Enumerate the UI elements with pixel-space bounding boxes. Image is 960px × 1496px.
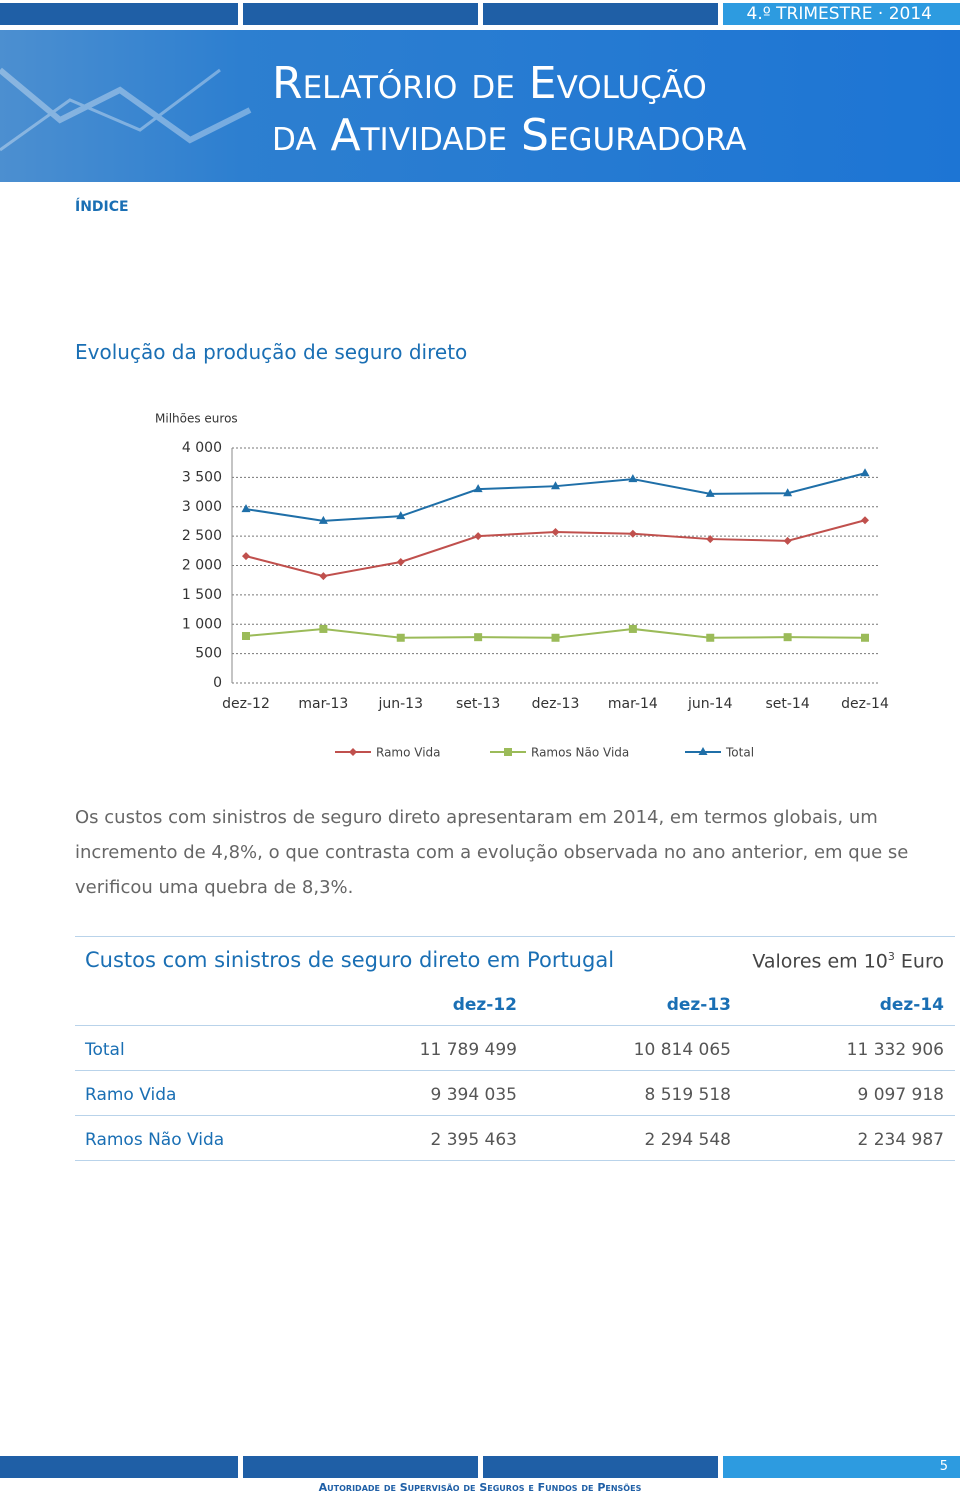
section-title: Evolução da produção de seguro direto (75, 340, 468, 364)
y-tick-label: 500 (195, 646, 222, 662)
point (783, 633, 792, 642)
cell-value: 8 519 518 (644, 1085, 731, 1105)
footer-org: Autoridade de Supervisão de Seguros e Fu… (318, 1481, 642, 1494)
period: 4.º TRIMESTRE · 2014 (723, 3, 960, 25)
point (706, 535, 715, 544)
cell-value: 9 097 918 (857, 1085, 944, 1105)
point (474, 532, 483, 541)
point (319, 572, 328, 581)
cell-value: 2 395 463 (430, 1130, 517, 1150)
point (474, 633, 483, 642)
x-tick-label: dez-14 (841, 696, 889, 712)
header-tab (0, 3, 238, 25)
footer-tab (0, 1456, 238, 1478)
x-tick-label: jun-14 (687, 696, 733, 712)
point (242, 552, 250, 561)
title-line: da Atividade Seguradora (272, 110, 747, 161)
banner: Relatório de Evolução da Atividade Segura… (0, 30, 960, 182)
header-tab (483, 3, 718, 25)
point (318, 515, 328, 524)
cell-value: 11 789 499 (419, 1040, 517, 1060)
rule (75, 1160, 955, 1161)
y-tick-label: 1 500 (182, 587, 222, 603)
column-header: dez-13 (666, 995, 731, 1015)
header-tab (243, 3, 478, 25)
units-exp: 3 (887, 950, 895, 963)
cell-value: 2 294 548 (644, 1130, 731, 1150)
column-header: dez-14 (879, 995, 944, 1015)
legend-marker (349, 748, 357, 756)
legend-label: Ramos Não Vida (531, 746, 629, 760)
x-tick-label: mar-14 (608, 696, 658, 712)
point (551, 633, 560, 642)
point (396, 557, 405, 566)
y-tick-label: 2 500 (182, 528, 222, 544)
chart: Milhões euros 0 500 1 000 1 500 2 000 2 500 3 … (155, 412, 889, 760)
rule (75, 1070, 955, 1071)
point (628, 529, 637, 538)
x-tick-label: dez-12 (222, 696, 270, 712)
rule (75, 1025, 955, 1026)
row-label: Total (85, 1040, 125, 1060)
y-tick-label: 3 500 (182, 469, 222, 485)
point (861, 633, 869, 642)
point (396, 511, 406, 520)
y-axis-label: Milhões euros (155, 412, 238, 426)
banner-art (0, 67, 252, 152)
point (396, 633, 405, 642)
units-text: Euro (900, 950, 944, 973)
cell-value: 2 234 987 (857, 1130, 944, 1150)
cell-value: 10 814 065 (633, 1040, 731, 1060)
page-number: 5 (723, 1456, 960, 1478)
table-title: Custos com sinistros de seguro direto em… (85, 948, 615, 972)
rule (75, 1115, 955, 1116)
point (242, 632, 250, 640)
y-tick-label: 0 (213, 675, 222, 691)
point (861, 516, 869, 525)
point (473, 484, 483, 493)
point (319, 624, 328, 633)
y-tick-label: 1 000 (182, 616, 222, 632)
point (706, 633, 715, 642)
legend-marker (504, 748, 512, 756)
row-label: Ramos Não Vida (85, 1130, 225, 1150)
point (860, 468, 870, 477)
series-line (245, 472, 866, 522)
units-text: Valores em 10 (752, 950, 888, 973)
point (628, 474, 638, 483)
x-tick-label: mar-13 (298, 696, 348, 712)
legend-label: Ramo Vida (376, 746, 441, 760)
x-tick-label: jun-13 (377, 696, 423, 712)
footer-tab (483, 1456, 718, 1478)
nav-link[interactable]: ÍNDICE (75, 199, 129, 215)
point (628, 624, 637, 633)
x-tick-label: set-14 (765, 696, 809, 712)
cell-value: 11 332 906 (846, 1040, 944, 1060)
units: Valores em 103 Euro (752, 950, 944, 972)
legend-label: Total (725, 746, 754, 760)
column-header: dez-12 (452, 995, 517, 1015)
legend-marker (698, 747, 708, 755)
y-tick-label: 3 000 (182, 499, 222, 515)
x-tick-label: dez-13 (532, 696, 580, 712)
title-line: Relatório de Evolução (272, 58, 707, 109)
point (783, 536, 792, 545)
title: Relatório de Evolução da Atividade Segura… (272, 58, 747, 162)
y-tick-label: 2 000 (182, 558, 222, 574)
point (783, 488, 793, 497)
paragraph: Os custos com sinistros de seguro direto… (75, 807, 909, 898)
cell-value: 9 394 035 (430, 1085, 517, 1105)
x-tick-label: set-13 (456, 696, 500, 712)
point (551, 528, 560, 537)
point (705, 488, 715, 497)
footer-tab (243, 1456, 478, 1478)
point (241, 504, 251, 513)
y-tick-label: 4 000 (182, 440, 222, 456)
row-label: Ramo Vida (85, 1085, 177, 1105)
point (551, 481, 560, 490)
